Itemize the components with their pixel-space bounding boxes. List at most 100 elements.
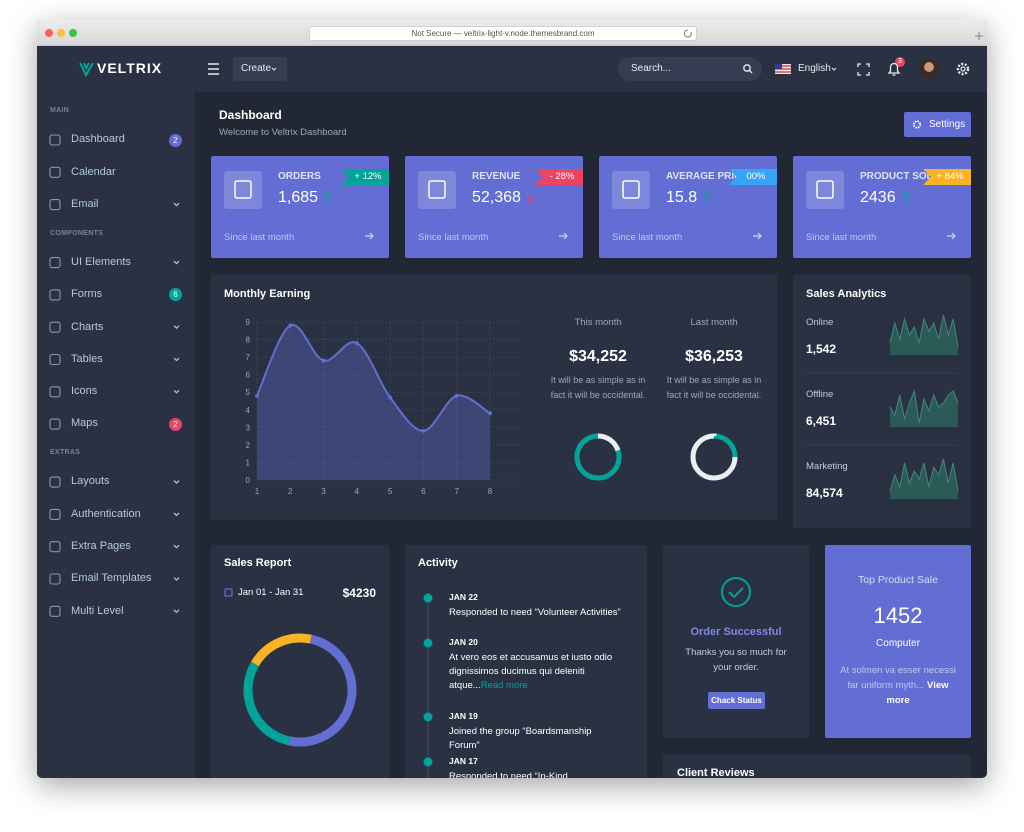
- stat-value: 1,685: [278, 188, 319, 206]
- activity-date: JAN 22: [449, 592, 478, 603]
- top-product-value: 1452: [873, 602, 923, 628]
- activity-card: [405, 545, 647, 778]
- sidebar-item[interactable]: [37, 313, 195, 341]
- top-product-name: Computer: [876, 638, 920, 649]
- search-box[interactable]: [618, 57, 762, 81]
- top-product-description: At solmen va esser necessi far uniform m…: [840, 665, 956, 691]
- analytics-value: 1,542: [806, 341, 837, 356]
- menu-label: Tables: [71, 352, 103, 365]
- menu-badge: 6: [169, 288, 182, 302]
- sidebar: [37, 92, 195, 778]
- stat-ribbon: [341, 169, 389, 185]
- avatar[interactable]: [919, 59, 939, 79]
- stat-value: 52,368: [472, 188, 521, 206]
- top-product-link[interactable]: View more: [886, 680, 949, 706]
- brand-name: VELTRIX: [97, 60, 163, 77]
- menu-label: Email Templates: [71, 572, 152, 585]
- menu-label: Authentication: [71, 507, 141, 520]
- page-subtitle: Welcome to Veltrix Dashboard: [219, 127, 347, 139]
- order-card: [663, 545, 809, 738]
- stat-footer: Since last month: [612, 232, 683, 244]
- activity-text: Responded to need “Volunteer Activities”: [449, 606, 621, 620]
- stat-footer: Since last month: [418, 232, 489, 244]
- sidebar-item[interactable]: [37, 346, 195, 374]
- page-title: Dashboard: [219, 107, 282, 122]
- menu-label: Forms: [71, 288, 103, 301]
- report-range: Jan 01 - Jan 31: [238, 587, 304, 599]
- stat-label: PRODUCT SOLD: [860, 171, 940, 182]
- activity-description: At vero eos et accusamus et iusto odio d…: [449, 652, 613, 691]
- stat-ribbon: [923, 169, 971, 185]
- create-label[interactable]: Create: [241, 63, 272, 74]
- check-status-button[interactable]: [708, 692, 765, 709]
- card-title: Sales Report: [224, 557, 292, 570]
- card-title: Activity: [418, 557, 458, 570]
- analytics-label: Online: [806, 317, 834, 329]
- sidebar-item[interactable]: [37, 468, 195, 496]
- sidebar-heading: MAIN: [50, 107, 70, 115]
- stat-icon: [224, 171, 262, 209]
- summary-text: It will be as simple as in fact it will …: [550, 374, 646, 400]
- notification-badge: 3: [895, 57, 905, 67]
- activity-description: Joined the group “Boardsmanship Forum”: [449, 726, 592, 751]
- menu-badge: 2: [169, 133, 182, 147]
- sidebar-item[interactable]: [37, 158, 195, 186]
- activity-date: JAN 19: [449, 711, 478, 722]
- top-product-card: [825, 545, 971, 738]
- activity-date: JAN 20: [449, 637, 478, 648]
- stat-footer: Since last month: [224, 232, 295, 244]
- stat-change: + 84%: [936, 171, 964, 183]
- analytics-label: Offline: [806, 389, 834, 401]
- report-total: $4230: [342, 585, 376, 600]
- menu-label: Calendar: [71, 165, 116, 178]
- menu-label: Maps: [71, 417, 98, 430]
- check-status-label[interactable]: Chack Status: [711, 695, 762, 705]
- stat-value: 15.8: [666, 188, 698, 206]
- menu-label: Extra Pages: [71, 540, 131, 552]
- card-title: Client Reviews: [677, 767, 755, 778]
- top-bar: [195, 46, 987, 92]
- stat-change: 00%: [746, 171, 766, 183]
- address-text: Not Secure — veltrix-light-v.node.themes…: [411, 28, 595, 38]
- top-product-text: At solmen va esser necessi far uniform m…: [838, 663, 958, 708]
- sidebar-item[interactable]: [37, 191, 195, 219]
- menu-label: Charts: [71, 320, 104, 333]
- stat-icon: [418, 171, 456, 209]
- activity-text: Joined the group “Boardsmanship Forum”: [449, 725, 621, 753]
- menu-label: Multi Level: [71, 604, 124, 617]
- stat-label: ORDERS: [278, 171, 321, 182]
- reviews-card: [663, 755, 971, 778]
- sidebar-item[interactable]: [37, 378, 195, 406]
- language-label[interactable]: English: [798, 63, 831, 74]
- summary-text: It will be as simple as in fact it will …: [666, 374, 762, 400]
- stat-change: + 12%: [354, 171, 382, 183]
- stat-change: - 28%: [549, 171, 575, 183]
- summary-value: $36,253: [685, 347, 743, 365]
- sidebar-heading: EXTRAS: [50, 449, 81, 457]
- stat-label: REVENUE: [472, 171, 521, 182]
- stat-icon: [806, 171, 844, 209]
- order-text: Thanks you so much for your order.: [685, 646, 787, 673]
- create-button[interactable]: [233, 57, 287, 81]
- card-title: Sales Analytics: [806, 288, 887, 301]
- analytics-label: Marketing: [806, 461, 848, 473]
- activity-link[interactable]: Read more: [480, 680, 528, 691]
- stage: Not Secure — veltrix-light-v.node.themes…: [37, 20, 987, 778]
- settings-label[interactable]: Settings: [929, 118, 966, 130]
- activity-date: JAN 17: [449, 756, 478, 767]
- menu-label: Layouts: [71, 475, 110, 488]
- stat-label: AVERAGE PRICE: [666, 171, 749, 182]
- summary-value: $34,252: [569, 347, 627, 365]
- browser-window: Not Secure — veltrix-light-v.node.themes…: [37, 20, 987, 778]
- menu-label: Icons: [71, 385, 98, 398]
- menu-badge: 2: [169, 417, 182, 431]
- menu-label: Email: [71, 197, 99, 210]
- stat-footer: Since last month: [806, 232, 877, 244]
- top-product-title: Top Product Sale: [858, 573, 938, 586]
- sidebar-heading: COMPONENTS: [50, 229, 104, 237]
- brand-bar: [37, 46, 195, 92]
- sales-report-card: [211, 545, 389, 778]
- address-bar[interactable]: [309, 26, 697, 41]
- analytics-value: 6,451: [806, 413, 837, 428]
